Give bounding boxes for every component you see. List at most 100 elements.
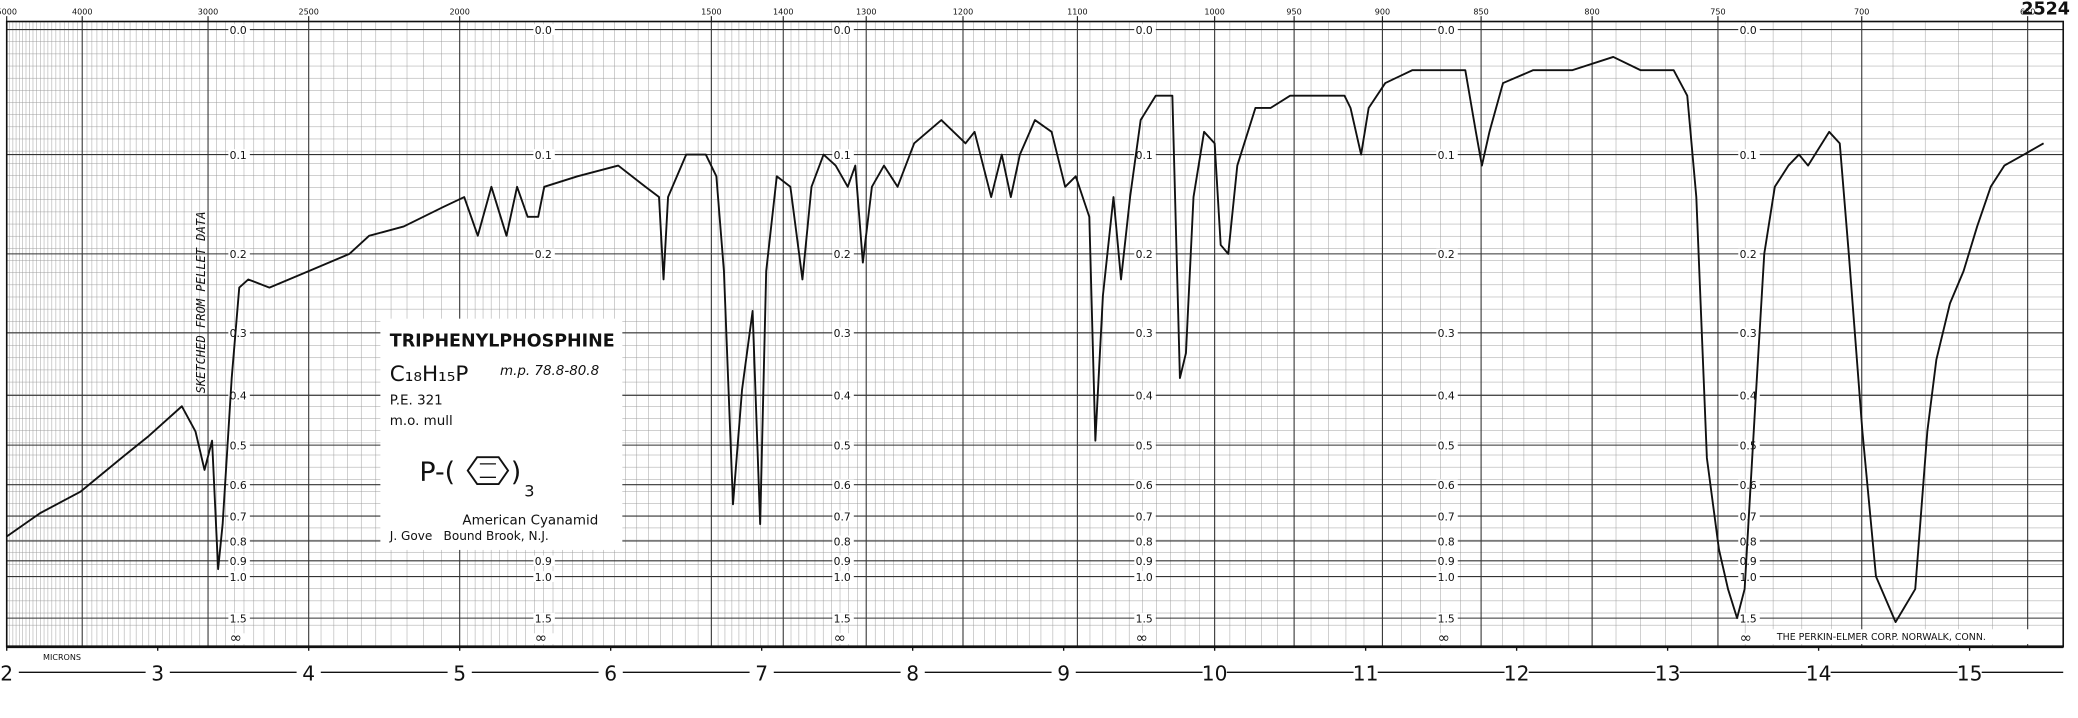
label-bg xyxy=(1738,149,1760,160)
y-tick-label: 1.5 xyxy=(1438,612,1455,625)
label-bg xyxy=(749,661,774,684)
x2-tick-label: 1100 xyxy=(1067,8,1087,17)
y-tick-label: 0.2 xyxy=(834,248,851,261)
x2-tick-label: 650 xyxy=(2020,8,2035,17)
method: m.o. mull xyxy=(390,414,453,429)
label-bg xyxy=(296,661,321,684)
label-bg xyxy=(1134,612,1156,624)
label-bg xyxy=(228,248,250,260)
x-tick-label: 15 xyxy=(1957,661,1983,685)
label-bg xyxy=(1134,327,1156,339)
label-bg xyxy=(598,661,623,684)
x2-tick-label: 850 xyxy=(1473,8,1488,17)
y-tick-label: 0.3 xyxy=(1438,327,1455,340)
label-bg xyxy=(228,327,250,339)
melting-point: m.p. 78.8-80.8 xyxy=(500,364,599,379)
y-tick-label: 1.5 xyxy=(834,612,851,625)
x2-tick-label: 1000 xyxy=(1204,8,1224,17)
y-tick-label: 0.0 xyxy=(834,24,851,37)
label-bg xyxy=(1134,389,1156,401)
label-bg xyxy=(533,633,555,645)
spectrum-number: 2524 xyxy=(2021,0,2070,19)
label-bg xyxy=(1436,633,1458,645)
label-bg xyxy=(1134,633,1156,645)
sample-id: P.E. 321 xyxy=(390,394,443,409)
x2-tick-label: 800 xyxy=(1584,8,1599,17)
structure-prefix: P-( xyxy=(419,457,455,488)
label-bg xyxy=(1436,535,1458,547)
label-bg xyxy=(832,327,854,339)
label-bg xyxy=(533,612,555,624)
label-bg xyxy=(228,149,250,160)
label-bg xyxy=(1738,633,1760,645)
source: American Cyanamid xyxy=(462,513,598,528)
y-tick-label: 0.4 xyxy=(1136,390,1153,403)
label-bg xyxy=(533,149,555,160)
label-bg xyxy=(832,389,854,401)
grid xyxy=(5,20,2065,649)
label-bg xyxy=(1134,24,1156,35)
y-tick-label: 1.0 xyxy=(1136,571,1153,584)
label-bg xyxy=(228,510,250,522)
label-bg xyxy=(145,661,170,684)
x2-tick-label: 750 xyxy=(1710,8,1725,17)
label-bg xyxy=(832,24,854,35)
x2-tick-label: 1200 xyxy=(953,8,973,17)
y-end-label: ∞ xyxy=(535,630,547,647)
y-tick-label: 0.0 xyxy=(1740,24,1757,37)
y-tick-label: 0.7 xyxy=(1136,510,1153,523)
x-tick-label: 5 xyxy=(453,661,466,685)
y-tick-label: 1.5 xyxy=(230,612,247,625)
compound-name: TRIPHENYLPHOSPHINE xyxy=(390,332,615,352)
x2-tick-label: 1300 xyxy=(856,8,876,17)
label-bg xyxy=(832,535,854,547)
y-tick-label: 0.0 xyxy=(230,24,247,37)
label-bg xyxy=(832,555,854,567)
y-tick-label: 0.1 xyxy=(535,149,552,162)
label-bg xyxy=(1806,661,1831,684)
side-note: SKETCHED FROM PELLET DATA xyxy=(194,212,208,394)
y-tick-label: 0.9 xyxy=(1136,555,1153,568)
y-tick-label: 0.1 xyxy=(1438,149,1455,162)
spectrum-line xyxy=(6,55,2045,624)
label-bg xyxy=(1202,661,1227,684)
y-tick-label: 0.5 xyxy=(1438,439,1455,452)
notes: TRIPHENYLPHOSPHINE C₁₈H₁₅P m.p. 78.8-80.… xyxy=(43,0,2070,662)
label-bg xyxy=(1134,149,1156,160)
label-bg xyxy=(228,535,250,547)
y-tick-label: 0.9 xyxy=(1438,555,1455,568)
label-bg xyxy=(1436,571,1458,582)
x2-tick-label: 2000 xyxy=(449,8,469,17)
y-tick-label: 0.7 xyxy=(834,510,851,523)
y-tick-label: 0.8 xyxy=(230,535,247,548)
label-bg xyxy=(1504,661,1529,684)
structure-suffix: ) xyxy=(511,457,521,488)
y-tick-label: 0.5 xyxy=(1136,439,1153,452)
y-tick-label: 0.3 xyxy=(230,327,247,340)
y-tick-label: 0.8 xyxy=(834,535,851,548)
y-tick-label: 1.0 xyxy=(1438,571,1455,584)
label-bg xyxy=(832,633,854,645)
y-tick-label: 0.1 xyxy=(834,149,851,162)
label-bg xyxy=(1771,629,2060,645)
x-tick-label: 9 xyxy=(1057,661,1070,685)
label-bg xyxy=(1436,555,1458,567)
label-bg xyxy=(832,612,854,624)
y-tick-label: 0.7 xyxy=(1438,510,1455,523)
y-tick-label: 0.6 xyxy=(834,479,851,492)
author: J. Gove xyxy=(389,529,433,543)
y-tick-label: 1.0 xyxy=(230,571,247,584)
label-bg xyxy=(832,149,854,160)
label-bg xyxy=(1436,439,1458,451)
y-tick-label: 1.0 xyxy=(535,571,552,584)
y-end-label: ∞ xyxy=(1740,630,1752,647)
label-bg xyxy=(1134,571,1156,582)
y-tick-label: 0.1 xyxy=(1740,149,1757,162)
y-tick-label: 0.9 xyxy=(834,555,851,568)
label-bg xyxy=(533,555,555,567)
y-tick-label: 0.2 xyxy=(535,248,552,261)
x-tick-label: 10 xyxy=(1202,661,1228,685)
x-tick-label: 12 xyxy=(1504,661,1530,685)
